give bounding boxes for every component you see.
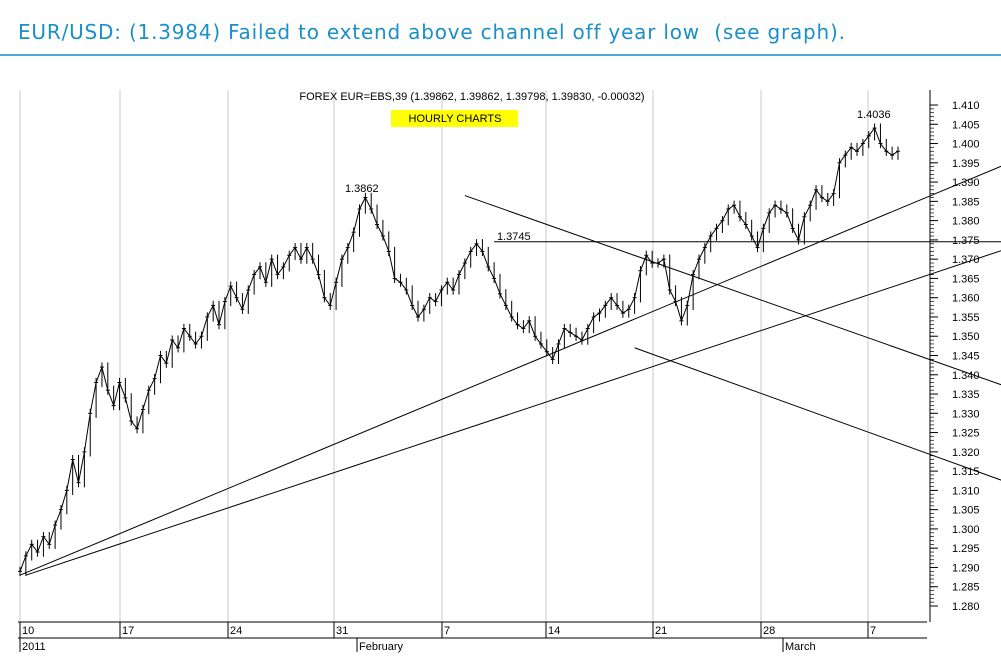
axis-layer: 10 17 24 31 7 14 21 28 7 2011 February March 1.410 1.… (18, 90, 980, 653)
label-layer: HOURLY CHARTS FOREX EUR=EBS,39 (1.39862,… (299, 91, 890, 243)
hourly-charts-badge-text: HOURLY CHARTS (409, 113, 502, 125)
y-tick-label: 1.290 (952, 562, 980, 574)
y-tick-label: 1.355 (952, 312, 980, 324)
x-day-label: 14 (548, 625, 560, 637)
annotation-high-march: 1.4036 (857, 109, 891, 121)
y-tick-label: 1.280 (952, 601, 980, 613)
y-tick-label: 1.325 (952, 428, 980, 440)
trendline (634, 347, 1001, 481)
x-day-label: 17 (122, 625, 134, 637)
annotation-resistance: 1.3745 (497, 231, 531, 243)
y-tick-label: 1.405 (952, 119, 980, 131)
x-month-label: 2011 (22, 641, 46, 653)
y-tick-label: 1.340 (952, 370, 980, 382)
x-month-label: March (785, 641, 816, 653)
y-tick-label: 1.395 (952, 158, 980, 170)
grid-layer (19, 90, 869, 622)
y-tick-label: 1.385 (952, 196, 980, 208)
y-tick-label: 1.330 (952, 408, 980, 420)
x-day-label: 7 (444, 625, 450, 637)
price-layer (18, 123, 900, 576)
headline-text: EUR/USD: (1.3984) Failed to extend above… (18, 20, 846, 44)
y-tick-label: 1.320 (952, 447, 980, 459)
y-tick-label: 1.285 (952, 582, 980, 594)
y-tick-label: 1.370 (952, 254, 980, 266)
y-tick-label: 1.305 (952, 505, 980, 517)
trendline (25, 250, 1001, 576)
y-tick-label: 1.310 (952, 485, 980, 497)
chart-title: FOREX EUR=EBS,39 (1.39862, 1.39862, 1.39… (299, 91, 644, 103)
y-tick-label: 1.350 (952, 331, 980, 343)
y-tick-label: 1.390 (952, 177, 980, 189)
x-day-label: 21 (655, 625, 667, 637)
x-day-label: 28 (763, 625, 775, 637)
y-tick-label: 1.380 (952, 216, 980, 228)
y-tick-label: 1.365 (952, 273, 980, 285)
x-day-label: 31 (336, 625, 348, 637)
price-line (19, 127, 899, 572)
hourly-charts-badge (391, 110, 518, 127)
trendline (19, 165, 1001, 576)
y-tick-label: 1.335 (952, 389, 980, 401)
y-tick-label: 1.345 (952, 351, 980, 363)
x-month-label: February (359, 641, 404, 653)
trendline (464, 195, 1001, 386)
y-tick-label: 1.410 (952, 100, 980, 112)
y-tick-label: 1.295 (952, 543, 980, 555)
trendline-layer (19, 165, 1001, 576)
headline-bar: EUR/USD: (1.3984) Failed to extend above… (0, 0, 1001, 56)
annotation-high-feb: 1.3862 (345, 183, 379, 195)
y-tick-label: 1.400 (952, 139, 980, 151)
y-tick-label: 1.375 (952, 235, 980, 247)
y-tick-label: 1.360 (952, 293, 980, 305)
x-day-label: 7 (870, 625, 876, 637)
y-tick-label: 1.300 (952, 524, 980, 536)
y-tick-label: 1.315 (952, 466, 980, 478)
x-day-label: 24 (230, 625, 242, 637)
x-day-label: 10 (22, 625, 34, 637)
